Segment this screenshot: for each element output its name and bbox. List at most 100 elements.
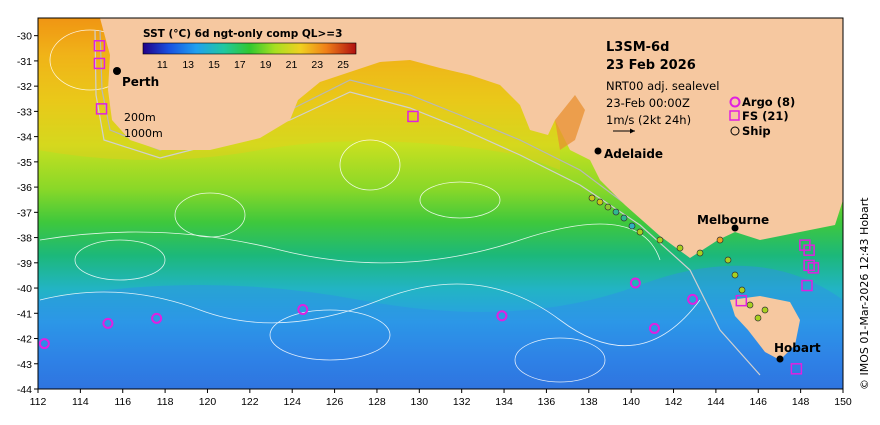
lon-tick-label: 126	[326, 396, 344, 408]
lon-tick-label: 124	[283, 396, 301, 408]
argo-float-marker	[297, 304, 309, 315]
lat-tick-label: -36	[17, 182, 32, 194]
fs-marker	[803, 259, 815, 272]
latitude-axis: -30 -31 -32 -33 -34 -35 -36 -37 -38 -39 -40 -41 -42 -…	[17, 31, 38, 396]
colorbar-tick-label: 13	[182, 59, 194, 71]
argo-float-marker	[648, 322, 660, 334]
colorbar-tick-label: 11	[157, 59, 168, 71]
city-label-hobart: Hobart	[774, 341, 821, 355]
lon-tick-label: 132	[453, 396, 471, 408]
lon-tick-label: 118	[157, 396, 174, 408]
lon-tick-label: 112	[30, 396, 47, 408]
ship-track	[588, 194, 769, 322]
lon-tick-label: 142	[665, 396, 683, 408]
city-melbourne: Melbourne	[697, 213, 769, 232]
legend-ship: Ship	[742, 124, 771, 138]
fs-legend-icon	[729, 110, 740, 121]
argo-float-marker	[629, 277, 641, 289]
lat-tick-label: -39	[17, 258, 32, 270]
fs-marker	[790, 363, 803, 375]
cool-eddy-band	[38, 265, 843, 389]
plot-frame	[37, 17, 844, 390]
lat-tick-label: -30	[17, 31, 32, 43]
lon-tick-label: 122	[241, 396, 259, 408]
colorbar-tick-label: 23	[311, 59, 323, 71]
longitude-axis: 112 114 116 118 120 122 124 126 128 130 132 134 136 1…	[30, 389, 852, 408]
argo-float-marker	[38, 338, 50, 350]
lon-tick-label: 130	[411, 396, 429, 408]
info-box: L3SM-6d 23 Feb 2026 NRT00 adj. sealevel …	[606, 40, 719, 134]
fs-observations	[93, 40, 820, 375]
city-label-perth: Perth	[122, 75, 159, 89]
lat-tick-label: -40	[17, 283, 32, 295]
colorbar-gradient	[142, 42, 357, 55]
colorbar-tick-label: 15	[208, 59, 220, 71]
lon-tick-label: 144	[707, 396, 725, 408]
fs-marker	[807, 262, 820, 274]
ship-legend-icon	[730, 126, 740, 136]
credit-text: © IMOS 01-Mar-2026 12:43 Hobart	[858, 197, 871, 390]
colorbar-tick-label: 17	[234, 59, 246, 71]
lat-tick-label: -35	[17, 157, 32, 169]
legend-fs: FS (21)	[742, 109, 789, 123]
lat-tick-label: -32	[17, 81, 32, 93]
fs-marker	[803, 244, 815, 256]
colorbar: SST (°C) 6d ngt-only comp QL>=3 11 13 15 17…	[142, 28, 357, 71]
colorbar-ticks: 11 13 15 17 19 21 23 25	[157, 59, 349, 71]
legend: Argo (8) FS (21) Ship	[729, 95, 795, 138]
lon-tick-label: 136	[538, 396, 556, 408]
colorbar-tick-label: 25	[337, 59, 349, 71]
product-date: 23 Feb 2026	[606, 58, 696, 73]
city-perth: Perth	[113, 67, 159, 89]
australia-land	[38, 18, 843, 258]
fs-marker	[95, 103, 108, 115]
fs-marker	[801, 279, 813, 292]
colorbar-title: SST (°C) 6d ngt-only comp QL>=3	[143, 28, 342, 40]
lon-tick-label: 116	[114, 396, 131, 408]
isobath-1000m	[94, 29, 761, 376]
city-hobart: Hobart	[774, 341, 821, 363]
fs-marker	[93, 57, 106, 70]
city-adelaide: Adelaide	[594, 147, 663, 161]
lon-tick-label: 140	[622, 396, 640, 408]
lat-tick-label: -43	[17, 359, 32, 371]
fs-marker	[735, 294, 748, 307]
lon-tick-label: 148	[792, 396, 810, 408]
fs-marker	[93, 40, 106, 52]
colorbar-tick-label: 19	[260, 59, 272, 71]
argo-float-marker	[151, 312, 163, 324]
lon-tick-label: 138	[580, 396, 598, 408]
lon-tick-label: 128	[368, 396, 386, 408]
lon-tick-label: 146	[749, 396, 767, 408]
product-title: L3SM-6d	[606, 40, 669, 55]
lon-tick-label: 114	[72, 396, 89, 408]
argo-float-marker	[687, 293, 699, 305]
lat-tick-label: -42	[17, 334, 32, 346]
isobath-200m	[99, 29, 701, 251]
velocity-scale-label: 1m/s (2kt 24h)	[606, 113, 691, 127]
spencer-gulf-land	[555, 95, 585, 150]
fs-marker	[407, 110, 419, 123]
argo-float-marker	[496, 310, 508, 322]
lon-tick-label: 134	[495, 396, 513, 408]
argo-float-marker	[102, 317, 114, 329]
velocity-arrowhead-icon	[630, 128, 635, 134]
lat-tick-label: -33	[17, 106, 32, 118]
sealevel-label: NRT00 adj. sealevel	[606, 79, 719, 93]
colorbar-tick-label: 21	[286, 59, 298, 71]
timestamp-label: 23-Feb 00:00Z	[606, 96, 690, 110]
argo-legend-icon	[729, 96, 741, 108]
lat-tick-label: -38	[17, 233, 32, 245]
lat-tick-label: -34	[17, 132, 32, 144]
lat-tick-label: -41	[17, 308, 32, 320]
city-label-melbourne: Melbourne	[697, 213, 769, 227]
lat-tick-label: -37	[17, 207, 32, 219]
sealevel-contours	[39, 29, 701, 383]
lat-tick-label: -44	[17, 384, 32, 396]
tasmania-land	[730, 296, 800, 360]
lat-tick-label: -31	[17, 56, 32, 68]
lon-tick-label: 120	[199, 396, 217, 408]
lon-tick-label: 150	[834, 396, 852, 408]
city-label-adelaide: Adelaide	[604, 147, 663, 161]
